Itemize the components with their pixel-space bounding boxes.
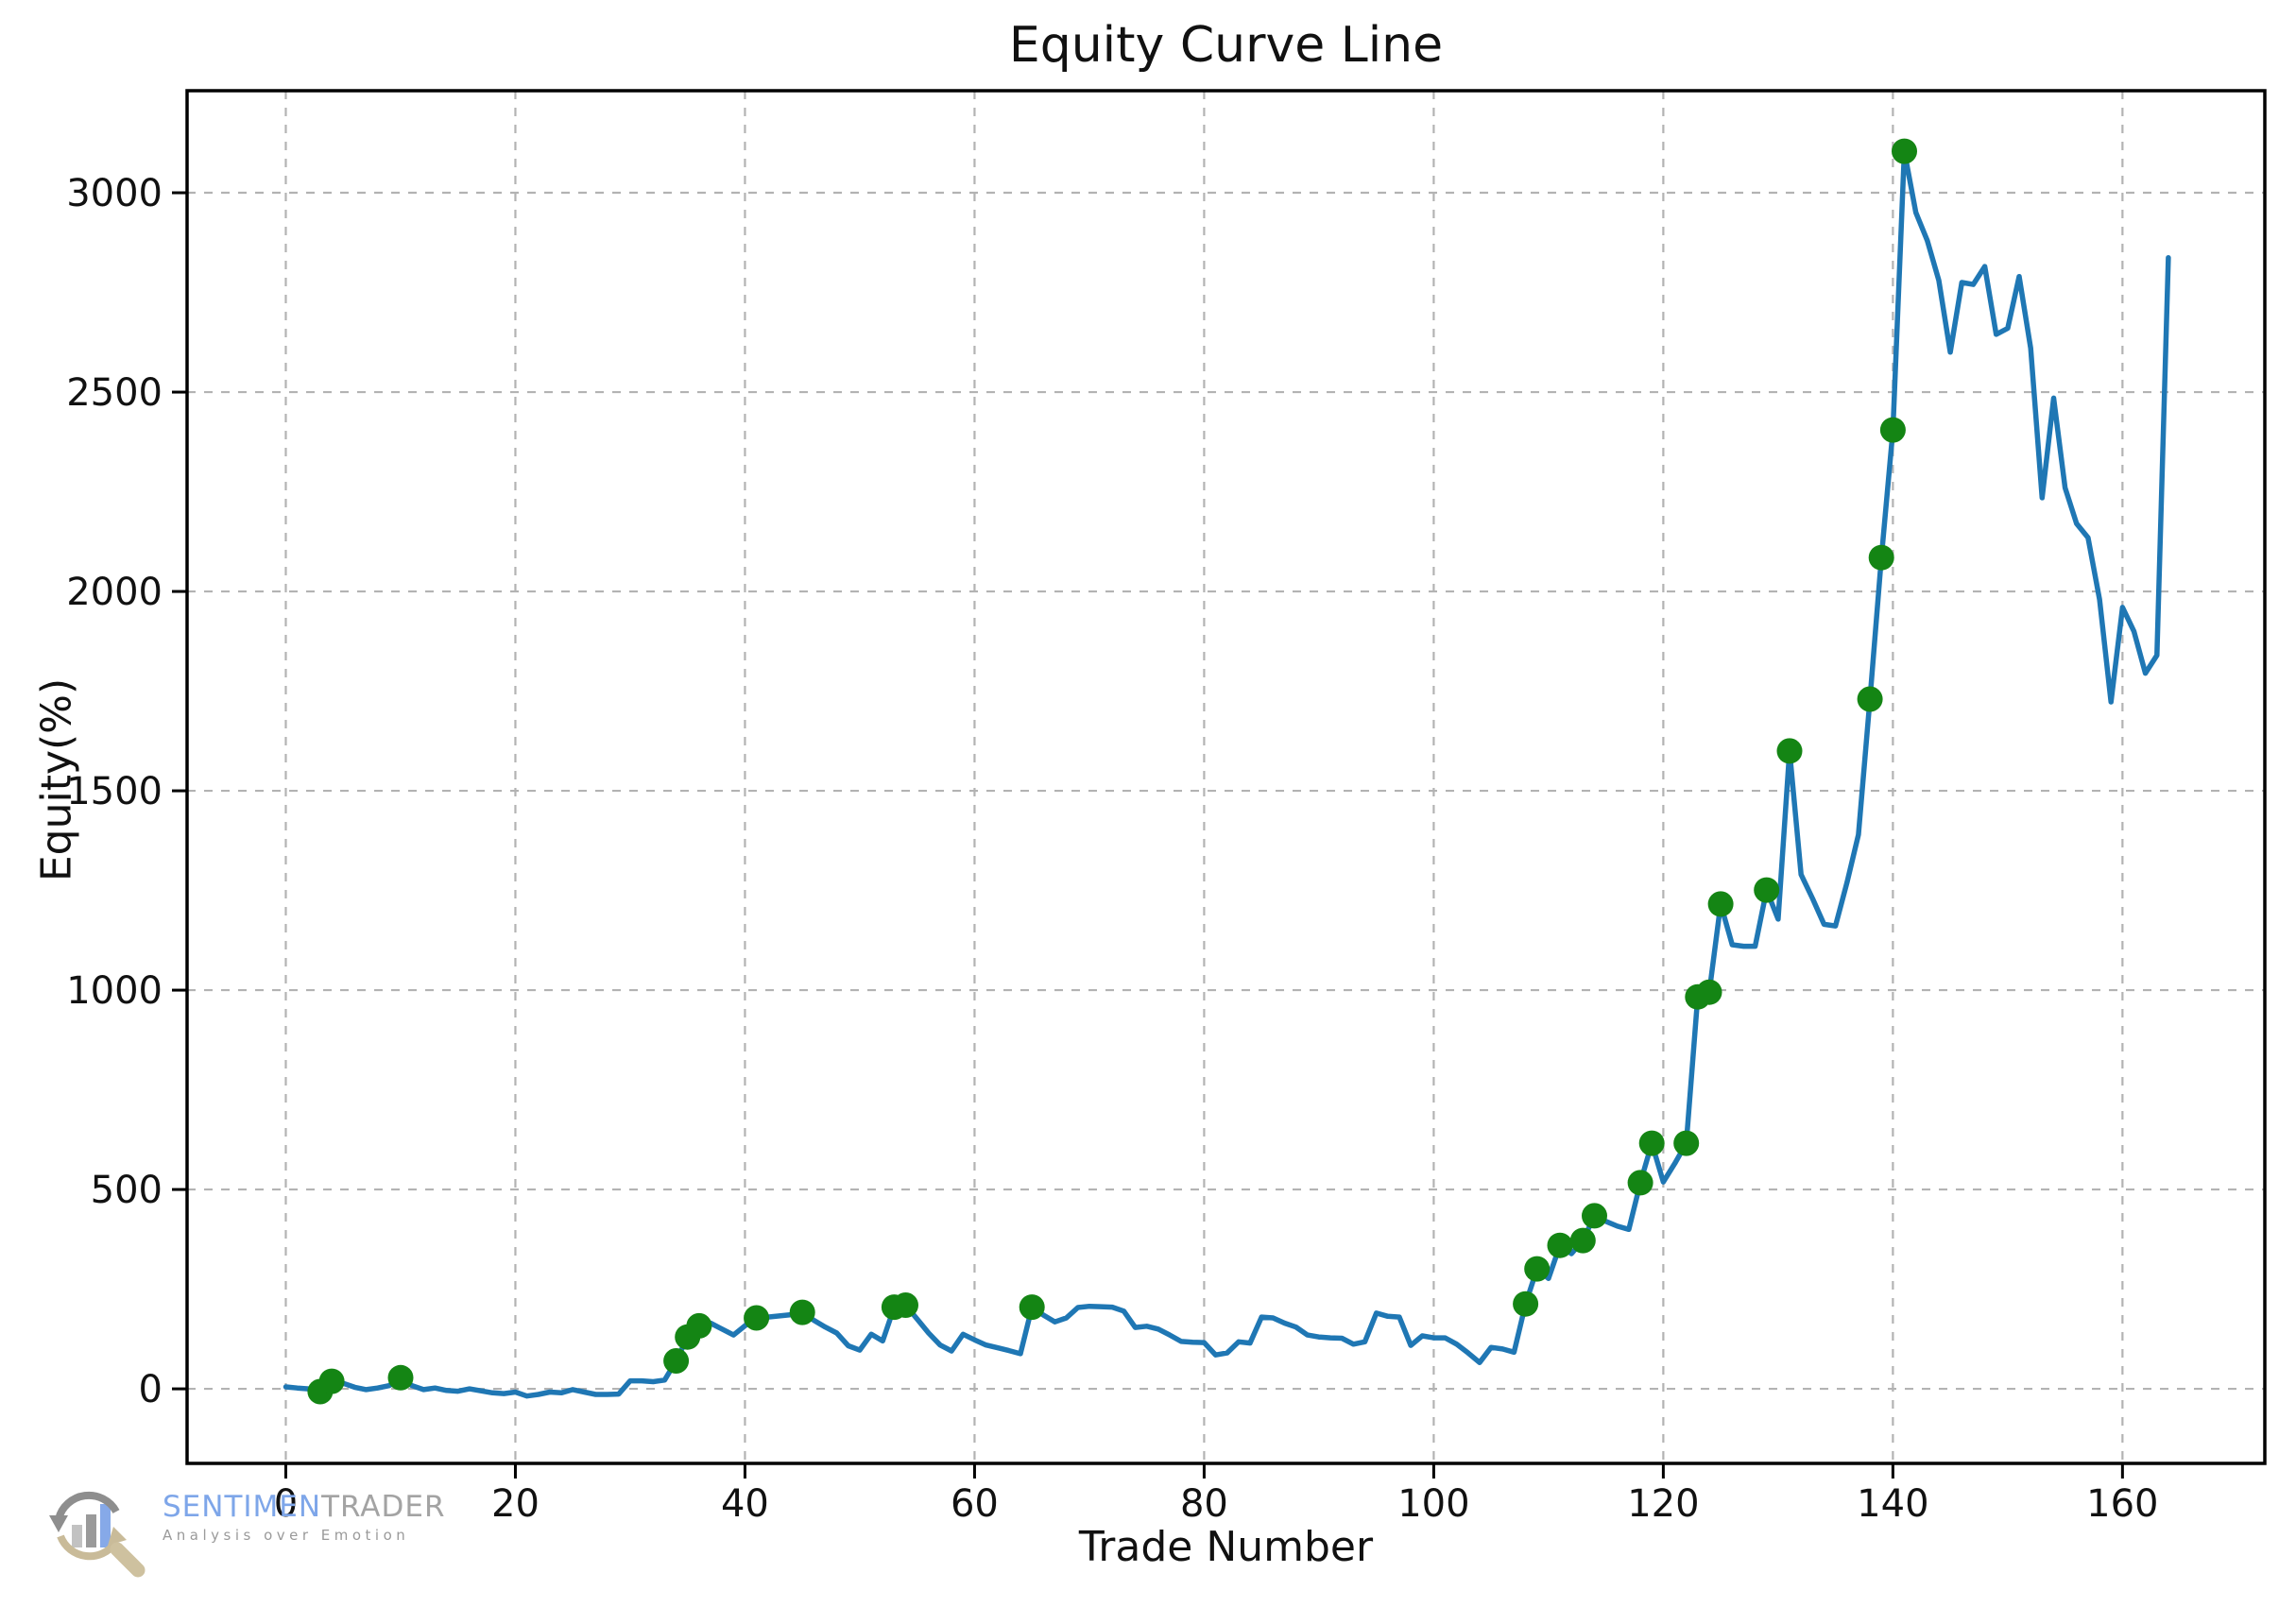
new-high-marker: [686, 1312, 712, 1339]
logo-magnifier-handle: [110, 1542, 146, 1578]
y-tick-label: 3000: [66, 172, 163, 215]
new-high-marker: [789, 1299, 815, 1325]
x-tick-label: 40: [721, 1482, 769, 1526]
new-high-marker: [1673, 1130, 1700, 1156]
new-high-marker: [1776, 738, 1803, 764]
new-high-marker: [1857, 686, 1883, 712]
y-axis-label: Equity(%): [32, 677, 81, 882]
new-high-marker: [1868, 544, 1894, 571]
new-high-marker: [1569, 1227, 1596, 1254]
x-tick-label: 140: [1857, 1482, 1928, 1526]
x-tick-label: 60: [951, 1482, 999, 1526]
y-tick-label: 0: [139, 1368, 163, 1411]
x-tick-label: 20: [491, 1482, 540, 1526]
logo-arrow-gray: [55, 1491, 120, 1521]
y-tick-label: 1000: [66, 969, 163, 1013]
new-high-marker: [1638, 1130, 1665, 1156]
y-tick-label: 1500: [66, 770, 163, 813]
chart-title: Equity Curve Line: [1008, 17, 1444, 74]
plot-border: [185, 89, 2267, 1465]
x-tick-label: 80: [1180, 1482, 1228, 1526]
new-high-marker: [1754, 877, 1780, 903]
brand-name-blue: SENTIMEN: [163, 1490, 322, 1524]
logo-bar-medium: [86, 1514, 96, 1547]
new-high-marker: [1879, 417, 1906, 443]
new-high-marker: [1707, 891, 1734, 917]
new-high-marker: [1627, 1170, 1653, 1196]
new-high-marker: [1547, 1232, 1573, 1258]
new-high-marker: [1019, 1294, 1045, 1321]
new-high-marker: [663, 1348, 690, 1374]
new-high-marker: [1524, 1256, 1551, 1282]
y-tick-label: 2000: [66, 571, 163, 614]
logo-arrowhead-gray: [49, 1515, 68, 1532]
brand-tagline: Analysis over Emotion: [163, 1527, 410, 1545]
y-tick-label: 500: [91, 1169, 163, 1212]
new-high-marker: [1696, 979, 1722, 1005]
logo-icon: [49, 1491, 146, 1578]
equity-curve-line: [283, 148, 2171, 1399]
x-tick-label: 0: [274, 1482, 298, 1526]
logo-bar-small: [72, 1525, 82, 1547]
new-high-marker: [1582, 1203, 1607, 1229]
new-high-marker: [744, 1305, 770, 1331]
brand-name: SENTIMENTRADER: [163, 1491, 446, 1523]
x-axis-label: Trade Number: [1078, 1523, 1374, 1571]
new-high-marker: [1513, 1291, 1539, 1317]
x-tick-label: 160: [2086, 1482, 2158, 1526]
brand-name-gray: TRADER: [321, 1490, 446, 1524]
y-tick-label: 2500: [66, 371, 163, 415]
x-tick-label: 120: [1627, 1482, 1699, 1526]
new-high-marker: [1892, 138, 1917, 164]
logo-bar-tall: [100, 1504, 111, 1547]
brand-logo: SENTIMENTRADER Analysis over Emotion: [45, 1491, 446, 1581]
new-high-marker: [318, 1368, 345, 1394]
brand-text: SENTIMENTRADER Analysis over Emotion: [163, 1491, 446, 1544]
x-tick-label: 100: [1397, 1482, 1469, 1526]
new-high-marker: [387, 1364, 414, 1391]
new-high-marker: [893, 1292, 918, 1318]
logo-arrow-tan: [57, 1534, 119, 1561]
logo-arrowhead-tan: [108, 1527, 127, 1546]
